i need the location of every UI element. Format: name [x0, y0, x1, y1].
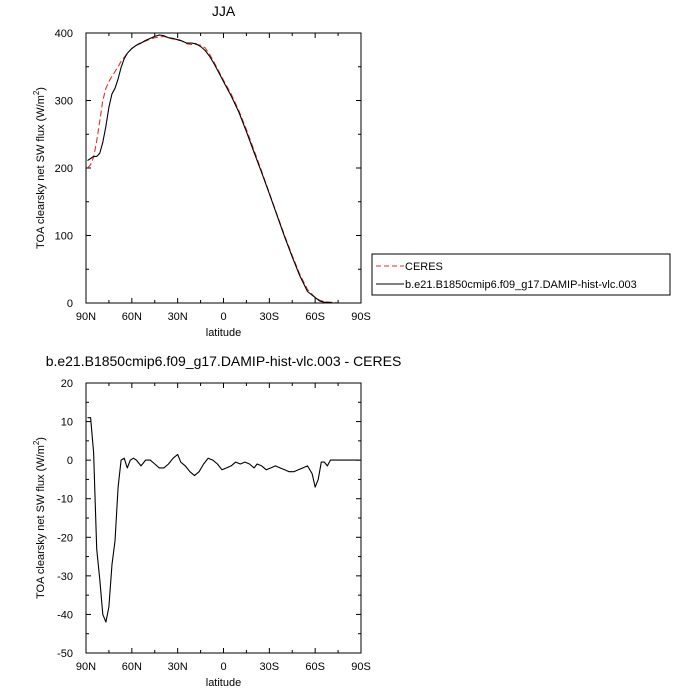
chart2-xtick-label: 60N: [122, 661, 142, 673]
chart1-xtick-label: 60N: [122, 311, 142, 323]
chart1-series-line-b-e21-b1850cmip6-f09-g17-damip-hist-vlc-003: [87, 34, 360, 304]
chart2-ytick-label: 20: [61, 378, 73, 390]
chart1-plot-frame: [85, 32, 362, 304]
chart1-legend: CERES b.e21.B1850cmip6.f09_g17.DAMIP-hist…: [371, 253, 671, 296]
chart1-y-axis-label-close: ): [35, 87, 47, 91]
chart1-xtick-label: 90N: [76, 311, 96, 323]
chart1-ytick-label: 200: [55, 163, 73, 175]
chart2-xtick-label: 0: [220, 661, 226, 673]
chart1-x-axis-label: latitude: [206, 327, 241, 339]
chart2-panel: b.e21.B1850cmip6.f09_g17.DAMIP-hist-vlc.…: [32, 353, 401, 689]
chart1-y-axis-label-main: TOA clearsky net SW flux (W/m: [35, 95, 47, 249]
chart1-xtick-label: 90S: [351, 311, 371, 323]
chart2-ytick-label: -40: [57, 609, 73, 621]
chart2-ytick-label: -30: [57, 571, 73, 583]
chart2-xtick-label: 90N: [76, 661, 96, 673]
chart2-xtick-label: 30S: [260, 661, 280, 673]
chart1-legend-label: b.e21.B1850cmip6.f09_g17.DAMIP-hist-vlc.…: [405, 279, 637, 291]
chart2-xtick-label: 90S: [351, 661, 371, 673]
chart2-xtick-label: 60S: [305, 661, 325, 673]
chart2-ytick-label: 10: [61, 417, 73, 429]
chart2-plot-frame: [85, 382, 362, 654]
chart1-ytick-label: 100: [55, 231, 73, 243]
chart2-ytick-label: -50: [57, 648, 73, 660]
chart1-ytick-label: 0: [67, 298, 73, 310]
chart1-y-axis-label-superscript: 2: [32, 90, 41, 95]
chart2-y-axis-label: TOA clearsky net SW flux (W/m2): [32, 437, 47, 599]
chart1-panel: JJA 90N 60N 30N 0 30S 60S 90S 0 100 200 300 400 latit…: [32, 3, 671, 339]
chart2-ytick-label: 0: [67, 455, 73, 467]
chart2-series-line-difference: [87, 417, 360, 623]
chart1-legend-label: CERES: [405, 261, 443, 273]
chart2-x-axis-label: latitude: [206, 677, 241, 689]
chart1-title: JJA: [212, 3, 236, 19]
chart1-legend-box: [371, 253, 671, 296]
chart2-ytick-label: -20: [57, 532, 73, 544]
chart1-xtick-label: 30N: [168, 311, 188, 323]
chart1-xtick-label: 30S: [260, 311, 280, 323]
chart2-xtick-label: 30N: [168, 661, 188, 673]
chart2-y-axis-label-main: TOA clearsky net SW flux (W/m: [35, 445, 47, 599]
chart2-y-axis-label-superscript: 2: [32, 440, 41, 445]
chart1-ytick-label: 300: [55, 96, 73, 108]
chart2-title: b.e21.B1850cmip6.f09_g17.DAMIP-hist-vlc.…: [46, 353, 402, 369]
chart1-ytick-label: 400: [55, 28, 73, 40]
chart2-y-axis-label-close: ): [35, 437, 47, 441]
chart1-xtick-label: 60S: [305, 311, 325, 323]
chart1-y-axis-label: TOA clearsky net SW flux (W/m2): [32, 87, 47, 249]
chart1-series-line-ceres: [87, 35, 360, 304]
chart1-xtick-label: 0: [220, 311, 226, 323]
chart2-ytick-label: -10: [57, 494, 73, 506]
